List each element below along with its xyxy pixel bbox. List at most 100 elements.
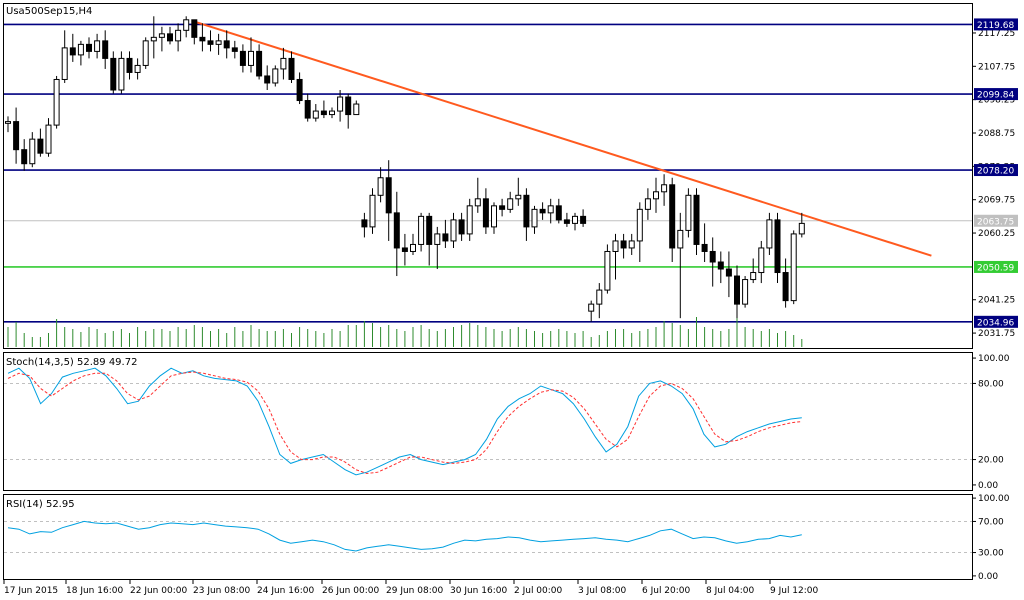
candle-body xyxy=(264,75,271,84)
candle-body xyxy=(231,47,238,52)
rsi-title: RSI(14) 52.95 xyxy=(6,499,75,510)
horizontal-level-badge xyxy=(974,260,1018,273)
candle-body xyxy=(272,68,279,84)
candle-body xyxy=(547,205,554,214)
price-layer xyxy=(4,16,972,347)
time-tick-label: 6 Jul 20:00 xyxy=(642,586,691,596)
time-tick-label: 3 Jul 08:00 xyxy=(578,586,627,596)
time-tick-label: 24 Jun 16:00 xyxy=(257,586,314,596)
candle-body xyxy=(369,194,376,228)
candle-body xyxy=(426,215,433,245)
candle-body xyxy=(515,194,522,200)
axis-layer: 2117.252107.752098.252088.752079.252069.… xyxy=(3,18,1018,596)
price-tick-label: 2117.25 xyxy=(978,29,1015,39)
horizontal-level-badge xyxy=(974,88,1018,101)
candle-body xyxy=(685,194,692,231)
time-tick-label: 23 Jun 08:00 xyxy=(193,586,250,596)
current-price-label: 2063.75 xyxy=(977,217,1014,227)
candle-body xyxy=(539,208,546,214)
candle-body xyxy=(256,50,263,77)
time-tick-label: 29 Jun 08:00 xyxy=(386,586,443,596)
horizontal-level-label: 2099.84 xyxy=(977,91,1014,101)
candle-body xyxy=(458,219,465,235)
candle-body xyxy=(337,96,344,112)
candle-body xyxy=(523,194,530,228)
candle-body xyxy=(296,78,303,102)
candle-body xyxy=(288,57,295,80)
candle-body xyxy=(385,177,392,214)
candle-body xyxy=(191,19,198,38)
stoch-layer xyxy=(4,367,972,476)
candle-body xyxy=(69,47,76,56)
candle-body xyxy=(199,36,206,42)
rsi-tick-label: 30.00 xyxy=(978,549,1004,559)
candle-body xyxy=(790,233,797,302)
candle-body xyxy=(669,184,676,249)
candle-body xyxy=(758,247,765,274)
price-tick-label: 2041.25 xyxy=(978,296,1015,306)
rsi-layer xyxy=(4,520,972,554)
candle-body xyxy=(5,121,11,124)
rsi-panel-frame xyxy=(3,494,973,580)
candle-body xyxy=(410,243,416,252)
candle-body xyxy=(393,212,400,249)
candle-body xyxy=(134,64,141,73)
horizontal-level-label: 2078.20 xyxy=(977,167,1014,177)
candle-body xyxy=(572,215,578,224)
candle-body xyxy=(118,57,125,91)
candle-body xyxy=(620,240,627,249)
horizontal-level-badge xyxy=(974,18,1018,31)
candle-body xyxy=(248,50,254,66)
candle-body xyxy=(474,198,481,207)
candle-body xyxy=(450,219,457,242)
rsi-line xyxy=(7,520,802,552)
candle-body xyxy=(717,261,724,270)
candle-body xyxy=(418,215,425,245)
candle-body xyxy=(94,40,101,52)
candle-body xyxy=(21,149,28,165)
price-tick-label: 2107.75 xyxy=(978,62,1015,72)
candle-body xyxy=(142,40,149,66)
stoch-title: Stoch(14,3,5) 52.89 49.72 xyxy=(6,357,137,368)
price-panel-frame xyxy=(3,3,973,349)
time-tick-label: 30 Jun 16:00 xyxy=(450,586,507,596)
candle-body xyxy=(223,40,230,49)
horizontal-level-label: 2050.59 xyxy=(977,263,1014,273)
stoch-line xyxy=(7,367,802,476)
candle-body xyxy=(215,40,222,45)
candle-body xyxy=(304,100,311,119)
candle-body xyxy=(126,57,133,73)
candle-body xyxy=(53,78,60,126)
candle-body xyxy=(604,250,611,291)
candle-body xyxy=(555,205,562,221)
time-tick-label: 9 Jul 12:00 xyxy=(770,586,819,596)
price-tick-label: 2069.75 xyxy=(978,196,1015,206)
candle-body xyxy=(150,36,157,42)
candle-body xyxy=(434,233,441,245)
stoch-line xyxy=(7,371,802,475)
candle-body xyxy=(491,205,497,228)
candle-body xyxy=(612,240,619,252)
candle-body xyxy=(734,275,740,305)
candle-body xyxy=(329,110,335,116)
candle-body xyxy=(661,184,668,193)
candle-body xyxy=(531,208,538,228)
candle-body xyxy=(742,279,749,305)
stoch-panel-frame xyxy=(3,352,973,491)
candle-body xyxy=(709,250,716,263)
candle-body xyxy=(37,138,44,154)
candle-body xyxy=(158,33,165,38)
candle-body xyxy=(774,219,781,274)
horizontal-level-label: 2119.68 xyxy=(977,21,1014,31)
candle-body xyxy=(563,219,570,224)
candle-body xyxy=(499,205,506,210)
current-price-badge xyxy=(974,214,1018,227)
candle-body xyxy=(175,29,182,42)
candle-body xyxy=(167,33,173,42)
candle-body xyxy=(588,303,595,312)
time-tick-label: 18 Jun 16:00 xyxy=(66,586,123,596)
candle-body xyxy=(361,219,368,228)
candle-body xyxy=(644,198,651,210)
candle-body xyxy=(345,96,352,116)
